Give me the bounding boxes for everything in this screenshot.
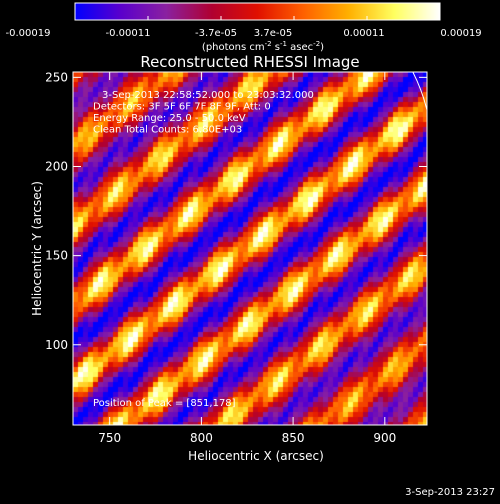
- annotation-block: 3-Sep-2013 22:58:52.000 to 23:03:32.000D…: [93, 90, 314, 136]
- annotation-line: Energy Range: 25.0 - 50.0 keV: [93, 113, 246, 124]
- y-axis-label: Heliocentric Y (arcsec): [30, 181, 44, 316]
- plot-frame: [72, 71, 428, 426]
- annotation-line: 3-Sep-2013 22:58:52.000 to 23:03:32.000: [102, 90, 314, 101]
- x-tick-label: 800: [190, 431, 213, 445]
- colorbar-unit-label: (photons cm-2 s-1 asec-2): [202, 40, 324, 53]
- annotation-line: Clean Total Counts: 6.80E+03: [93, 125, 242, 136]
- y-tick-label: 250: [45, 70, 68, 84]
- x-tick-label: 900: [373, 431, 396, 445]
- y-tick-label: 200: [45, 159, 68, 173]
- peak-position-label: Position of Peak = [851,178]: [93, 398, 236, 409]
- heatmap-image: [73, 72, 427, 425]
- colorbar: [74, 2, 441, 21]
- x-axis-ticks: 750 800 850 900: [98, 72, 396, 445]
- colorbar-tick-label: -3.7e-05: [195, 28, 237, 39]
- chart-title: Reconstructed RHESSI Image: [140, 53, 359, 71]
- heatmap-raster: [73, 72, 427, 425]
- x-tick-label: 750: [98, 431, 121, 445]
- y-tick-label: 100: [45, 338, 68, 352]
- colorbar-tick-label: 0.00011: [343, 28, 384, 39]
- colorbar-ticks: -0.00019 -0.00011 -3.7e-05 3.7e-05 0.00011 0.…: [6, 16, 482, 39]
- colorbar-tick-label: 0.00019: [440, 28, 481, 39]
- y-axis-ticks: 100 150 200 250: [45, 70, 427, 352]
- x-axis-label: Heliocentric X (arcsec): [188, 449, 324, 463]
- colorbar-tick-label: 3.7e-05: [254, 28, 292, 39]
- x-tick-label: 850: [282, 431, 305, 445]
- colorbar-tick-label: -0.00011: [106, 28, 151, 39]
- solar-limb-arc: [412, 72, 427, 111]
- footer-timestamp: 3-Sep-2013 23:27: [405, 487, 495, 498]
- colorbar-tick-label: -0.00019: [6, 28, 51, 39]
- y-tick-label: 150: [45, 249, 68, 263]
- annotation-line: Detectors: 3F 5F 6F 7F 8F 9F, Att: 0: [93, 102, 271, 113]
